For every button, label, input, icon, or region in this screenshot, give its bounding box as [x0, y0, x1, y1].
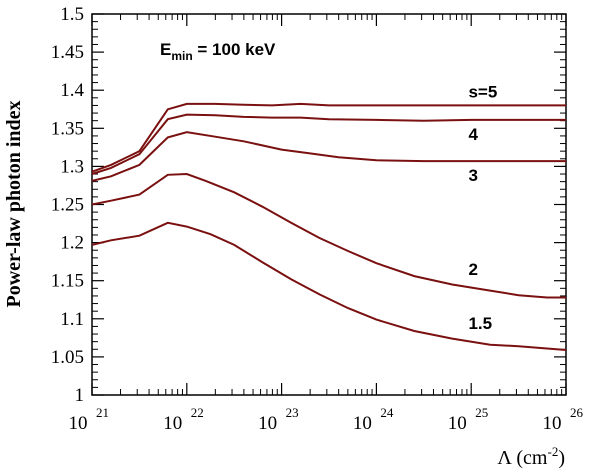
annotation-emin: Emin = 100 keV — [160, 40, 276, 63]
series-line-2 — [91, 172, 566, 299]
plot-frame — [91, 13, 567, 396]
x-tick-label: 10 — [448, 413, 467, 434]
y-tick-label: 1 — [75, 385, 85, 406]
y-tick-label: 1.4 — [60, 80, 84, 101]
y-tick-label: 1.5 — [60, 4, 84, 25]
series-label-3: 3 — [468, 166, 477, 185]
y-ticks: 1 1.05 1.1 1.15 1.2 1.25 1.3 1.35 1.4 1.45 1.5 — [51, 4, 566, 406]
x-tick-label: 10 — [543, 413, 562, 434]
series-line-3 — [91, 131, 566, 182]
series-label-s-5: s=5 — [468, 82, 497, 101]
series-line-1-5 — [91, 221, 567, 351]
y-axis-label: Power-law photon index — [3, 100, 25, 307]
y-tick-label: 1.25 — [51, 195, 84, 216]
annotation-emin-rest: = 100 keV — [193, 40, 276, 59]
annotation-emin-sub: min — [171, 49, 192, 63]
y-tick-label: 1.05 — [51, 347, 84, 368]
x-tick-exponent: 21 — [96, 405, 109, 420]
series-labels: s=5 4 3 2 1.5 — [468, 82, 497, 332]
series-line-4 — [91, 113, 566, 175]
x-axis-label: Λ (cm-2) — [497, 444, 565, 469]
x-tick-exponent: 26 — [570, 405, 584, 420]
x-tick-exponent: 24 — [380, 405, 394, 420]
y-tick-label: 1.1 — [60, 309, 84, 330]
series-line-s-5 — [91, 102, 566, 173]
x-axis-label-main: Λ (cm — [497, 447, 548, 469]
y-tick-label: 1.2 — [60, 233, 84, 254]
series-label-4: 4 — [468, 125, 478, 144]
curves — [91, 102, 567, 351]
x-tick-label: 10 — [163, 413, 182, 434]
y-tick-label: 1.35 — [51, 118, 84, 139]
x-axis-label-sup: -2 — [547, 444, 558, 459]
y-tick-label: 1.45 — [51, 42, 84, 63]
series-label-2: 2 — [468, 260, 477, 279]
y-tick-label: 1.3 — [60, 156, 84, 177]
x-tick-label: 10 — [69, 413, 88, 434]
x-tick-label: 10 — [258, 413, 277, 434]
x-tick-label: 10 — [353, 413, 372, 434]
series-label-1-5: 1.5 — [468, 314, 492, 333]
y-tick-label: 1.15 — [51, 271, 84, 292]
x-tick-exponent: 22 — [191, 405, 204, 420]
annotation-emin-main: E — [160, 40, 171, 59]
x-tick-exponent: 23 — [286, 405, 299, 420]
x-axis-label-close: ) — [558, 447, 565, 469]
x-tick-exponent: 25 — [475, 405, 488, 420]
